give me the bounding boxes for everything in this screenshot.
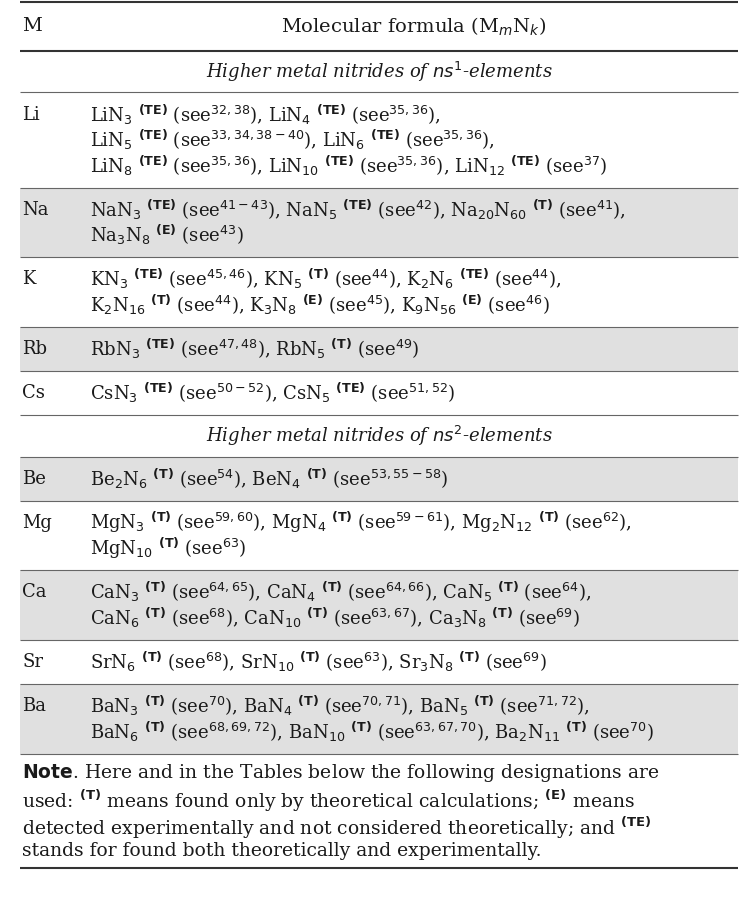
- Text: Na$_3$N$_8$ $^{\mathbf{(E)}}$ (see$^{43}$): Na$_3$N$_8$ $^{\mathbf{(E)}}$ (see$^{43}…: [90, 223, 244, 248]
- Text: Li: Li: [22, 105, 40, 123]
- Text: detected experimentally and not considered theoretically; and $^{\mathbf{(TE)}}$: detected experimentally and not consider…: [22, 814, 652, 842]
- Text: MgN$_{10}$ $^{\mathbf{(T)}}$ (see$^{63}$): MgN$_{10}$ $^{\mathbf{(T)}}$ (see$^{63}$…: [90, 536, 247, 561]
- Text: K$_2$N$_{16}$ $^{\mathbf{(T)}}$ (see$^{44}$), K$_3$N$_8$ $^{\mathbf{(E)}}$ (see$: K$_2$N$_{16}$ $^{\mathbf{(T)}}$ (see$^{4…: [90, 292, 550, 317]
- Text: Higher metal nitrides of $\mathit{ns}^2$-elements: Higher metal nitrides of $\mathit{ns}^2$…: [205, 424, 553, 448]
- Bar: [20, 187, 738, 257]
- Bar: [20, 327, 738, 371]
- Text: stands for found both theoretically and experimentally.: stands for found both theoretically and …: [22, 842, 541, 859]
- Text: Sr: Sr: [22, 652, 43, 670]
- Bar: [20, 456, 738, 500]
- Text: Ba: Ba: [22, 697, 46, 715]
- Text: CaN$_3$ $^{\mathbf{(T)}}$ (see$^{64,65}$), CaN$_4$ $^{\mathbf{(T)}}$ (see$^{64,6: CaN$_3$ $^{\mathbf{(T)}}$ (see$^{64,65}$…: [90, 580, 591, 605]
- Text: LiN$_3$ $^{\mathbf{(TE)}}$ (see$^{32,38}$), LiN$_4$ $^{\mathbf{(TE)}}$ (see$^{35: LiN$_3$ $^{\mathbf{(TE)}}$ (see$^{32,38}…: [90, 103, 441, 127]
- Text: M: M: [22, 17, 42, 35]
- Text: BaN$_6$ $^{\mathbf{(T)}}$ (see$^{68,69,72}$), BaN$_{10}$ $^{\mathbf{(T)}}$ (see$: BaN$_6$ $^{\mathbf{(T)}}$ (see$^{68,69,7…: [90, 719, 654, 743]
- Text: Rb: Rb: [22, 340, 47, 358]
- Text: Molecular formula (M$_m$N$_k$): Molecular formula (M$_m$N$_k$): [282, 15, 547, 38]
- Bar: [20, 571, 738, 640]
- Text: Na: Na: [22, 201, 48, 219]
- Text: Mg: Mg: [22, 514, 52, 532]
- Text: MgN$_3$ $^{\mathbf{(T)}}$ (see$^{59,60}$), MgN$_4$ $^{\mathbf{(T)}}$ (see$^{59-6: MgN$_3$ $^{\mathbf{(T)}}$ (see$^{59,60}$…: [90, 510, 632, 536]
- Text: LiN$_5$ $^{\mathbf{(TE)}}$ (see$^{33,34,38-40}$), LiN$_6$ $^{\mathbf{(TE)}}$ (se: LiN$_5$ $^{\mathbf{(TE)}}$ (see$^{33,34,…: [90, 128, 495, 152]
- Text: Be: Be: [22, 470, 46, 488]
- Text: NaN$_3$ $^{\mathbf{(TE)}}$ (see$^{41-43}$), NaN$_5$ $^{\mathbf{(TE)}}$ (see$^{42: NaN$_3$ $^{\mathbf{(TE)}}$ (see$^{41-43}…: [90, 197, 626, 221]
- Text: RbN$_3$ $^{\mathbf{(TE)}}$ (see$^{47,48}$), RbN$_5$ $^{\mathbf{(T)}}$ (see$^{49}: RbN$_3$ $^{\mathbf{(TE)}}$ (see$^{47,48}…: [90, 337, 419, 361]
- Text: CsN$_3$ $^{\mathbf{(TE)}}$ (see$^{50-52}$), CsN$_5$ $^{\mathbf{(TE)}}$ (see$^{51: CsN$_3$ $^{\mathbf{(TE)}}$ (see$^{50-52}…: [90, 381, 455, 405]
- Text: $\mathbf{Note}$. Here and in the Tables below the following designations are: $\mathbf{Note}$. Here and in the Tables …: [22, 761, 659, 784]
- Text: Cs: Cs: [22, 384, 45, 402]
- Text: LiN$_8$ $^{\mathbf{(TE)}}$ (see$^{35,36}$), LiN$_{10}$ $^{\mathbf{(TE)}}$ (see$^: LiN$_8$ $^{\mathbf{(TE)}}$ (see$^{35,36}…: [90, 153, 607, 177]
- Text: K: K: [22, 270, 35, 288]
- Text: CaN$_6$ $^{\mathbf{(T)}}$ (see$^{68}$), CaN$_{10}$ $^{\mathbf{(T)}}$ (see$^{63,6: CaN$_6$ $^{\mathbf{(T)}}$ (see$^{68}$), …: [90, 606, 580, 630]
- Bar: [20, 684, 738, 753]
- Text: Be$_2$N$_6$ $^{\mathbf{(T)}}$ (see$^{54}$), BeN$_4$ $^{\mathbf{(T)}}$ (see$^{53,: Be$_2$N$_6$ $^{\mathbf{(T)}}$ (see$^{54}…: [90, 466, 448, 490]
- Text: BaN$_3$ $^{\mathbf{(T)}}$ (see$^{70}$), BaN$_4$ $^{\mathbf{(T)}}$ (see$^{70,71}$: BaN$_3$ $^{\mathbf{(T)}}$ (see$^{70}$), …: [90, 694, 590, 718]
- Text: KN$_3$ $^{\mathbf{(TE)}}$ (see$^{45,46}$), KN$_5$ $^{\mathbf{(T)}}$ (see$^{44}$): KN$_3$ $^{\mathbf{(TE)}}$ (see$^{45,46}$…: [90, 267, 562, 292]
- Text: Higher metal nitrides of $\mathit{ns}^1$-elements: Higher metal nitrides of $\mathit{ns}^1$…: [205, 59, 553, 84]
- Text: SrN$_6$ $^{\mathbf{(T)}}$ (see$^{68}$), SrN$_{10}$ $^{\mathbf{(T)}}$ (see$^{63}$: SrN$_6$ $^{\mathbf{(T)}}$ (see$^{68}$), …: [90, 650, 547, 674]
- Text: used: $^{\mathbf{(T)}}$ means found only by theoretical calculations; $^{\mathbf: used: $^{\mathbf{(T)}}$ means found only…: [22, 788, 635, 814]
- Text: Ca: Ca: [22, 583, 47, 601]
